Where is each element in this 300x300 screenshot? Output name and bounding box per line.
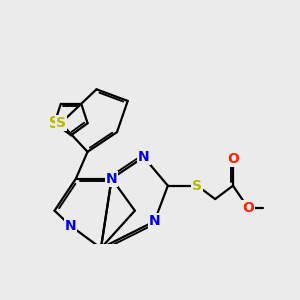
Text: N: N	[148, 214, 160, 228]
Text: S: S	[192, 179, 202, 193]
Text: S: S	[49, 116, 60, 131]
Text: S: S	[56, 116, 66, 130]
Text: O: O	[242, 201, 254, 215]
Text: N: N	[138, 150, 150, 164]
Text: O: O	[227, 152, 239, 166]
Text: N: N	[65, 219, 76, 233]
Text: N: N	[106, 172, 117, 186]
